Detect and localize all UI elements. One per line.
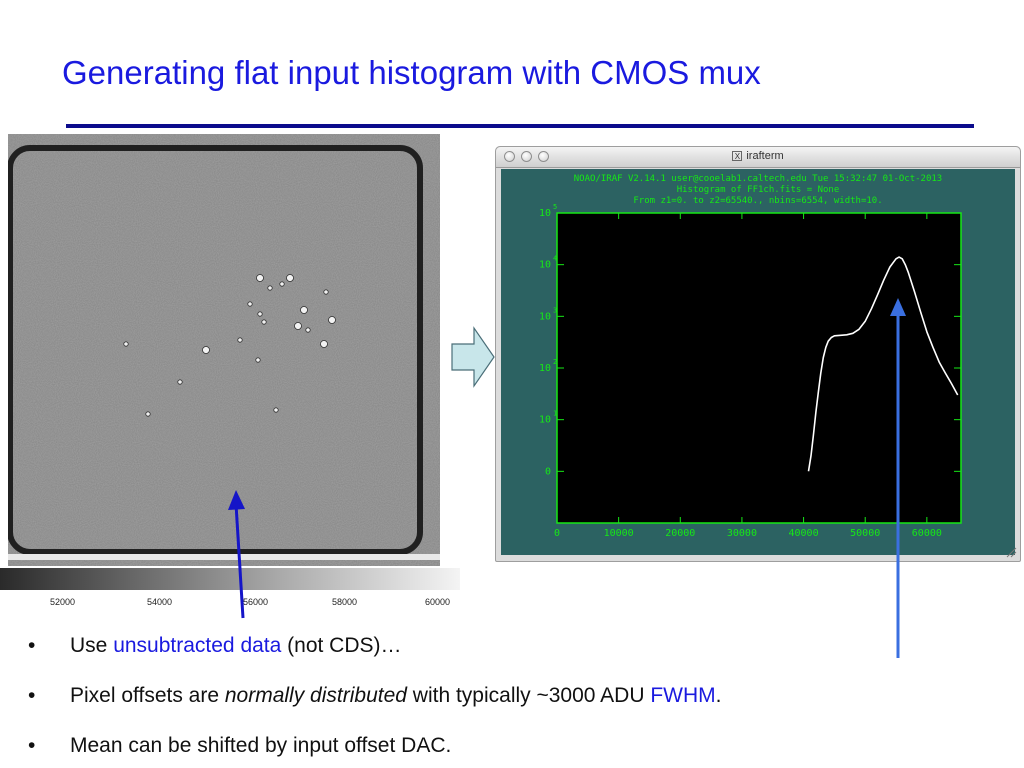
detector-image (8, 134, 440, 566)
plot-area (556, 212, 962, 524)
minimize-button[interactable] (521, 151, 532, 162)
colorbar-tick-label: 52000 (50, 597, 76, 607)
bullet-marker: • (28, 734, 36, 757)
bullet-marker: • (28, 634, 36, 657)
y-tick-exponent: 3 (553, 306, 557, 314)
histogram-line (807, 256, 959, 472)
y-tick-exponent: 4 (553, 255, 557, 263)
bright-pixel (286, 274, 294, 282)
bright-pixel (279, 281, 285, 287)
bright-pixel (257, 311, 263, 317)
bright-pixel (247, 301, 253, 307)
terminal-canvas[interactable]: NOAO/IRAF V2.14.1 user@cooelab1.caltech.… (501, 169, 1015, 555)
zoom-button[interactable] (538, 151, 549, 162)
bright-pixel (177, 379, 183, 385)
x-tick-label: 50000 (850, 528, 880, 539)
x-tick-label: 20000 (665, 528, 695, 539)
x-tick-label: 40000 (789, 528, 819, 539)
colorbar-tick-label: 60000 (425, 597, 451, 607)
x-tick-label: 10000 (604, 528, 634, 539)
y-tick-exponent: 2 (553, 358, 557, 366)
bright-pixel (256, 274, 264, 282)
x-tick-label: 30000 (727, 528, 757, 539)
histogram-range-line: From z1=0. to z2=65540., nbins=6554, wid… (633, 196, 883, 206)
x-tick-label: 0 (554, 528, 560, 539)
histogram-plot: 0 10000 20000 30000 40000 50000 60000010110210… (539, 203, 962, 539)
bright-pixel-cluster (123, 274, 336, 417)
y-tick-exponent: 1 (553, 410, 557, 418)
y-tick-label: 10 (539, 415, 551, 426)
bright-pixel (267, 285, 273, 291)
bright-pixel (320, 340, 328, 348)
bullet-item: • Pixel offsets are normally distributed … (28, 684, 722, 707)
bright-pixel (300, 306, 308, 314)
close-button[interactable] (504, 151, 515, 162)
bright-pixel (294, 322, 302, 330)
colorbar (0, 568, 460, 590)
bright-pixel (255, 357, 261, 363)
frame-border (8, 145, 423, 555)
window-title: irafterm (746, 150, 784, 162)
bullet-item: • Mean can be shifted by input offset DAC… (28, 734, 452, 757)
bright-pixel (305, 327, 311, 333)
y-tick-label: 10 (539, 311, 551, 322)
bullet-item: • Use unsubtracted data (not CDS)… (28, 634, 402, 657)
bright-pixel (261, 319, 267, 325)
bright-pixel (323, 289, 329, 295)
flow-arrow-icon (451, 326, 495, 388)
image-edge-strip (8, 554, 440, 560)
x-tick-label: 60000 (912, 528, 942, 539)
y-tick-label: 10 (539, 208, 551, 219)
title-underline (66, 124, 974, 128)
y-tick-label: 0 (545, 466, 551, 477)
bright-pixel (273, 407, 279, 413)
y-tick-exponent: 5 (553, 203, 557, 211)
bright-pixel (123, 341, 129, 347)
bright-pixel (202, 346, 210, 354)
bright-pixel (328, 316, 336, 324)
histogram-title: Histogram of FF1ch.fits = None (676, 185, 840, 195)
y-tick-label: 10 (539, 260, 551, 271)
bright-pixel (145, 411, 151, 417)
iraf-header-line: NOAO/IRAF V2.14.1 user@cooelab1.caltech.… (573, 174, 943, 184)
bullet-marker: • (28, 684, 36, 707)
colorbar-tick-label: 54000 (147, 597, 173, 607)
colorbar-tick-label: 58000 (332, 597, 358, 607)
resize-grip-icon[interactable] (1006, 547, 1017, 558)
bright-pixel (237, 337, 243, 343)
colorbar-tick-label: 56000 (243, 597, 269, 607)
y-tick-label: 10 (539, 363, 551, 374)
slide-title: Generating flat input histogram with CMO… (62, 54, 761, 91)
x11-icon: X (732, 151, 743, 162)
